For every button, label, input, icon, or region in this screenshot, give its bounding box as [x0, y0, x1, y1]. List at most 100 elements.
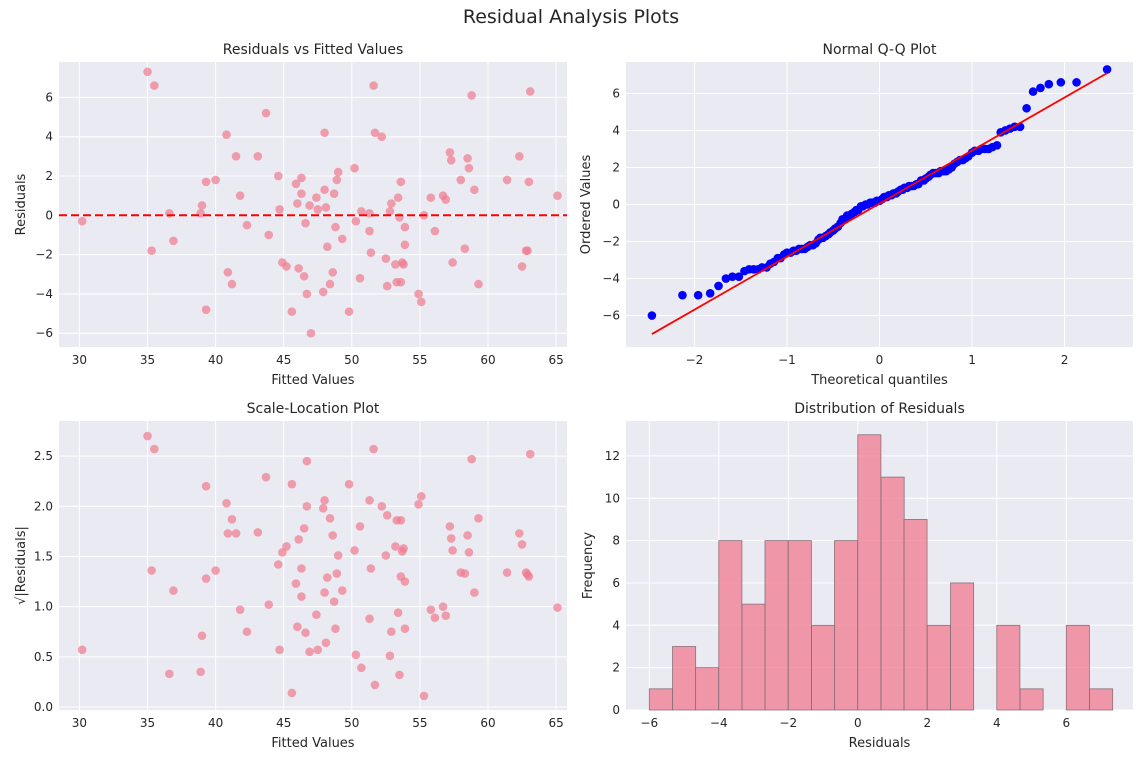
histogram-bar: [857, 434, 882, 711]
data-point: [150, 444, 159, 454]
data-point: [524, 177, 534, 187]
data-point: [382, 511, 392, 520]
data-point: [287, 688, 297, 698]
data-point: [227, 279, 237, 289]
data-point: [305, 647, 314, 657]
data-point: [377, 501, 387, 511]
marks: [648, 434, 1114, 711]
data-point: [448, 546, 457, 555]
panel-3: 30 35 40 45 50 55 60 65 0.0 0.5 1.0 1.5 2.0 2.5 Scale-…: [14, 401, 567, 751]
y-tick-label: −6: [35, 326, 53, 340]
histogram-bar: [718, 540, 743, 711]
data-point: [430, 613, 440, 622]
histogram-bar: [1019, 688, 1044, 711]
data-point: [517, 262, 527, 271]
data-point: [222, 130, 231, 140]
data-point: [467, 454, 476, 464]
data-point: [400, 240, 410, 250]
data-point: [242, 220, 252, 230]
x-tick-label: −2: [779, 716, 797, 730]
figure-title: Residual Analysis Plots: [462, 6, 680, 28]
data-point: [474, 279, 483, 289]
histogram-bar: [1089, 688, 1114, 711]
data-point: [400, 222, 410, 232]
data-point: [1056, 78, 1066, 87]
data-point: [235, 191, 245, 200]
data-point: [414, 289, 423, 299]
data-point: [297, 173, 306, 183]
data-point: [1102, 65, 1112, 74]
data-point: [470, 185, 479, 195]
data-point: [273, 560, 283, 569]
data-point: [231, 152, 241, 161]
data-point: [313, 205, 323, 214]
data-point: [275, 645, 284, 655]
data-point: [201, 574, 211, 583]
histogram-bar: [880, 476, 905, 711]
plot-background: [59, 421, 567, 710]
data-point: [227, 515, 237, 524]
data-point: [165, 209, 174, 218]
x-tick-label: 6: [1062, 716, 1070, 730]
data-point: [365, 209, 374, 218]
x-axis-label: Fitted Values: [271, 373, 354, 388]
data-point: [357, 663, 366, 673]
data-point: [299, 271, 309, 281]
data-point: [366, 248, 376, 257]
data-point: [441, 611, 451, 620]
data-point: [278, 548, 287, 557]
data-point: [293, 199, 302, 208]
data-point: [235, 605, 245, 614]
data-point: [365, 614, 374, 623]
histogram-bar: [1065, 624, 1090, 711]
y-tick-label: 8: [612, 534, 620, 548]
histogram-bar: [926, 624, 951, 711]
data-point: [399, 544, 408, 553]
x-tick-label: 0: [876, 353, 884, 367]
data-point: [385, 651, 395, 661]
data-point: [337, 586, 347, 595]
data-point: [294, 264, 303, 273]
y-tick-label: 6: [612, 576, 620, 590]
data-point: [165, 669, 174, 679]
y-axis-label: Residuals: [14, 173, 29, 235]
x-tick-label: −6: [640, 716, 658, 730]
histogram-bar: [834, 540, 859, 711]
data-point: [366, 564, 376, 573]
data-point: [355, 522, 365, 531]
data-point: [515, 529, 524, 538]
data-point: [396, 277, 406, 287]
chart-title: Scale-Location Plot: [247, 401, 380, 417]
y-tick-label: 2: [45, 169, 53, 183]
x-tick-label: 0: [854, 716, 862, 730]
x-tick-label: 50: [344, 716, 359, 730]
y-tick-label: 0: [612, 198, 620, 212]
data-point: [525, 449, 535, 459]
x-tick-label: 2: [923, 716, 931, 730]
data-point: [456, 175, 466, 185]
data-point: [438, 602, 448, 611]
x-tick-label: 50: [344, 353, 359, 367]
data-point: [323, 573, 332, 582]
panel-2: −2 −1 0 1 2 −6 −4 −2 0 2 4 6 Normal Q-Q Plot Theoreti…: [579, 42, 1133, 388]
data-point: [524, 572, 534, 581]
y-tick-label: 4: [612, 123, 620, 137]
data-point: [301, 628, 310, 638]
y-tick-label: 2: [612, 160, 620, 174]
data-point: [321, 203, 331, 212]
x-tick-label: 45: [276, 716, 291, 730]
data-point: [387, 627, 396, 637]
data-point: [333, 551, 343, 560]
data-point: [460, 569, 470, 578]
data-point: [275, 205, 284, 214]
data-point: [714, 281, 723, 291]
data-point: [201, 177, 211, 187]
x-axis-label: Fitted Values: [271, 736, 354, 751]
y-tick-label: 2: [612, 661, 620, 675]
data-point: [515, 152, 524, 161]
data-point: [734, 272, 744, 281]
data-point: [242, 627, 252, 637]
histogram-bar: [672, 646, 697, 711]
x-tick-label: 65: [548, 716, 563, 730]
data-point: [169, 236, 178, 246]
